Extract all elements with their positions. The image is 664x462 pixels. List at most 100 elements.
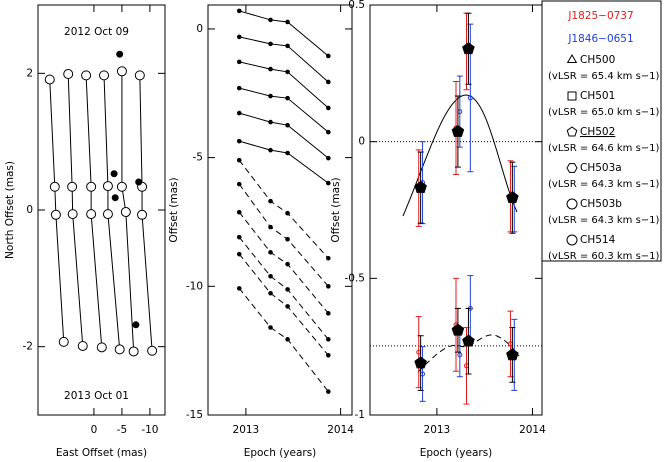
point	[285, 95, 290, 101]
point	[326, 284, 331, 289]
y-axis-label: Offset (mas)	[330, 177, 342, 242]
track-line	[49, 79, 65, 342]
point	[116, 50, 124, 58]
point	[236, 251, 242, 257]
y-tick-label: -1	[355, 409, 365, 421]
point	[326, 105, 331, 111]
fit-line	[238, 211, 329, 314]
point	[236, 8, 242, 14]
legend-note: (vLSR = 64.3 km s−1)	[548, 179, 660, 190]
point	[67, 181, 78, 192]
x-tick-label: 0	[91, 424, 98, 436]
fit-line	[239, 36, 329, 83]
point	[236, 286, 242, 291]
legend-source: J1846−0651	[567, 33, 633, 45]
point	[102, 181, 113, 192]
marker	[457, 352, 463, 358]
marker	[506, 348, 519, 361]
point	[236, 59, 242, 65]
point	[102, 209, 113, 220]
y-axis-label: North Offset (mas)	[4, 161, 16, 259]
x-axis-label: Epoch (years)	[420, 447, 493, 459]
x-tick-label: -5	[117, 424, 127, 436]
legend-note: (vLSR = 60.3 km s−1)	[548, 251, 660, 262]
x-tick-label: 2014	[327, 424, 354, 436]
point	[326, 180, 331, 186]
point	[326, 53, 331, 59]
y-tick-label: -5	[193, 152, 203, 164]
point	[285, 261, 290, 267]
point	[63, 69, 74, 80]
point	[128, 346, 139, 357]
point	[268, 41, 273, 47]
point	[326, 155, 331, 161]
point	[86, 209, 97, 220]
point	[326, 337, 331, 342]
annotation: 2013 Oct 01	[64, 390, 129, 402]
marker	[467, 95, 473, 101]
point	[268, 119, 273, 125]
marker	[451, 323, 465, 336]
point	[236, 110, 242, 116]
point	[268, 198, 273, 204]
point	[285, 150, 290, 156]
y-tick-label: 0	[26, 204, 33, 216]
point	[326, 129, 331, 135]
point	[326, 255, 331, 261]
x-axis-label: East Offset (mas)	[56, 447, 147, 459]
legend-label: CH502	[580, 126, 615, 138]
marker	[462, 42, 475, 55]
point	[236, 85, 242, 91]
marker	[566, 234, 578, 246]
marker	[566, 198, 578, 210]
legend-label: CH500	[580, 54, 615, 66]
marker	[414, 356, 427, 369]
marker	[566, 163, 578, 173]
marker	[566, 126, 578, 137]
fit-line	[239, 61, 329, 109]
fit-line	[238, 236, 329, 340]
point	[114, 344, 125, 355]
point	[110, 170, 118, 178]
fit-line	[239, 112, 329, 159]
x-tick-label: 2014	[519, 424, 546, 436]
legend-note: (vLSR = 64.3 km s−1)	[548, 215, 660, 226]
track-line	[139, 75, 153, 351]
point	[86, 181, 97, 192]
point	[50, 209, 61, 220]
x-tick-label: 2013	[233, 424, 260, 436]
point	[58, 336, 69, 347]
fit-line	[238, 159, 329, 259]
fit-line	[239, 87, 329, 133]
marker	[567, 91, 577, 101]
y-tick-label: 2	[26, 67, 33, 79]
point	[147, 345, 158, 356]
y-tick-label: -15	[186, 409, 203, 421]
point	[44, 74, 55, 85]
point	[236, 157, 242, 163]
x-tick-label: -10	[141, 424, 158, 436]
x-axis-label: Epoch (years)	[244, 447, 317, 459]
point	[268, 224, 273, 230]
point	[111, 194, 119, 202]
point	[77, 340, 88, 351]
point	[236, 138, 242, 144]
model-curve	[417, 334, 520, 373]
marker	[462, 334, 475, 347]
y-tick-label: -10	[186, 280, 203, 292]
x-tick-label: 2013	[424, 424, 451, 436]
point	[96, 342, 107, 353]
legend-label: CH514	[580, 234, 616, 246]
point	[236, 234, 242, 240]
point	[268, 66, 273, 72]
model-curve	[402, 94, 518, 217]
point	[285, 236, 290, 242]
y-tick-label: -2	[23, 341, 33, 353]
y-tick-label: -0.5	[345, 272, 366, 284]
marker	[451, 124, 465, 137]
legend-label: CH501	[580, 90, 615, 102]
point	[67, 209, 78, 220]
point	[236, 209, 242, 215]
fit-line	[239, 10, 329, 57]
